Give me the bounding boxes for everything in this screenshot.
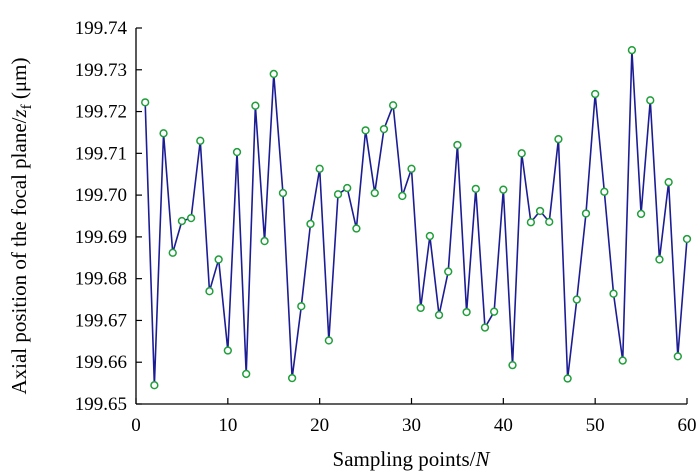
data-point bbox=[591, 89, 600, 99]
data-point bbox=[315, 164, 324, 173]
data-point bbox=[159, 129, 168, 138]
data-point bbox=[508, 360, 517, 370]
x-tick-label: 20 bbox=[310, 415, 329, 436]
data-point bbox=[242, 369, 251, 379]
data-point bbox=[673, 352, 682, 361]
x-tick-label: 60 bbox=[678, 415, 697, 436]
data-point bbox=[425, 231, 435, 241]
data-point bbox=[343, 183, 352, 193]
x-axis-label: Sampling points/N bbox=[333, 447, 491, 471]
data-point bbox=[232, 147, 242, 157]
data-point bbox=[517, 149, 526, 158]
data-point bbox=[453, 140, 462, 150]
data-point bbox=[636, 209, 646, 219]
data-point bbox=[370, 188, 379, 198]
data-point bbox=[297, 302, 306, 311]
data-point bbox=[563, 374, 572, 383]
data-point bbox=[223, 346, 232, 355]
series-line bbox=[144, 49, 688, 387]
y-tick-label: 199.67 bbox=[75, 310, 127, 331]
data-point bbox=[214, 255, 223, 264]
data-point bbox=[333, 190, 343, 199]
data-point bbox=[177, 216, 187, 226]
data-point bbox=[388, 101, 398, 110]
data-point bbox=[554, 134, 563, 144]
data-point bbox=[205, 287, 214, 296]
data-point bbox=[434, 310, 444, 320]
data-point bbox=[499, 185, 508, 194]
y-tick-label: 199.69 bbox=[75, 227, 127, 248]
data-point bbox=[361, 126, 370, 135]
y-axis-label: Axial position of the focal plane/zf (μm… bbox=[7, 57, 35, 394]
data-point bbox=[490, 307, 499, 316]
y-tick-label: 199.73 bbox=[75, 60, 127, 81]
data-point bbox=[618, 356, 627, 365]
y-tick-label: 199.71 bbox=[75, 143, 127, 164]
data-point bbox=[664, 178, 673, 187]
x-tick-label: 40 bbox=[494, 415, 513, 436]
data-point bbox=[682, 234, 692, 244]
data-point bbox=[444, 267, 453, 276]
data-point bbox=[186, 213, 196, 223]
data-point bbox=[416, 303, 425, 313]
data-point bbox=[379, 124, 389, 134]
data-point bbox=[471, 184, 480, 193]
data-series bbox=[141, 45, 692, 390]
data-point bbox=[306, 219, 315, 229]
y-tick-label: 199.65 bbox=[75, 394, 127, 415]
data-point bbox=[398, 191, 407, 201]
data-point bbox=[462, 307, 471, 317]
data-point bbox=[646, 96, 655, 105]
x-tick-label: 30 bbox=[402, 415, 421, 436]
data-point bbox=[260, 236, 269, 246]
data-point bbox=[572, 295, 581, 304]
data-point bbox=[196, 136, 205, 145]
y-tick-label: 199.72 bbox=[75, 102, 127, 123]
y-axis: 199.65 199.66 199.67 199.68 199.69 199.70 199.… bbox=[75, 18, 142, 415]
data-point bbox=[287, 373, 297, 383]
data-point bbox=[278, 188, 288, 198]
data-point bbox=[150, 381, 159, 390]
data-point bbox=[269, 69, 278, 79]
data-point bbox=[407, 164, 416, 173]
x-tick-label: 0 bbox=[131, 415, 141, 436]
y-tick-label: 199.66 bbox=[75, 352, 127, 373]
data-point bbox=[627, 45, 637, 55]
data-point bbox=[609, 289, 618, 298]
y-tick-label: 199.74 bbox=[75, 18, 128, 39]
x-tick-label: 10 bbox=[218, 415, 237, 436]
data-point bbox=[535, 206, 545, 216]
x-tick-label: 50 bbox=[586, 415, 605, 436]
y-tick-label: 199.70 bbox=[75, 185, 127, 206]
data-point bbox=[526, 218, 536, 227]
data-point bbox=[141, 98, 150, 107]
data-point bbox=[581, 209, 591, 218]
data-point bbox=[480, 323, 490, 332]
data-point bbox=[324, 336, 334, 345]
data-point bbox=[352, 224, 361, 233]
data-point bbox=[251, 101, 260, 110]
x-axis: 0 10 20 30 40 50 60 bbox=[131, 398, 697, 436]
data-point bbox=[655, 255, 664, 264]
data-point bbox=[600, 187, 609, 196]
y-tick-label: 199.68 bbox=[75, 269, 127, 290]
data-point bbox=[545, 217, 554, 226]
data-point bbox=[168, 248, 177, 257]
